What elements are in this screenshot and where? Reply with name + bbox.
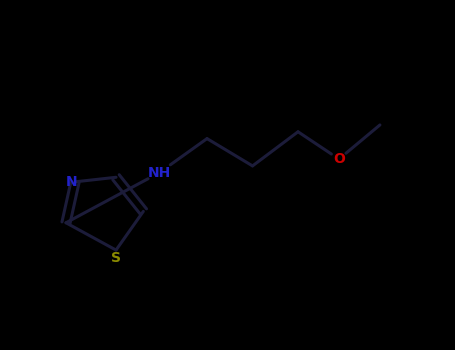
Text: NH: NH bbox=[147, 166, 171, 180]
Text: N: N bbox=[66, 175, 77, 189]
Text: S: S bbox=[111, 251, 121, 265]
Text: O: O bbox=[333, 152, 345, 166]
